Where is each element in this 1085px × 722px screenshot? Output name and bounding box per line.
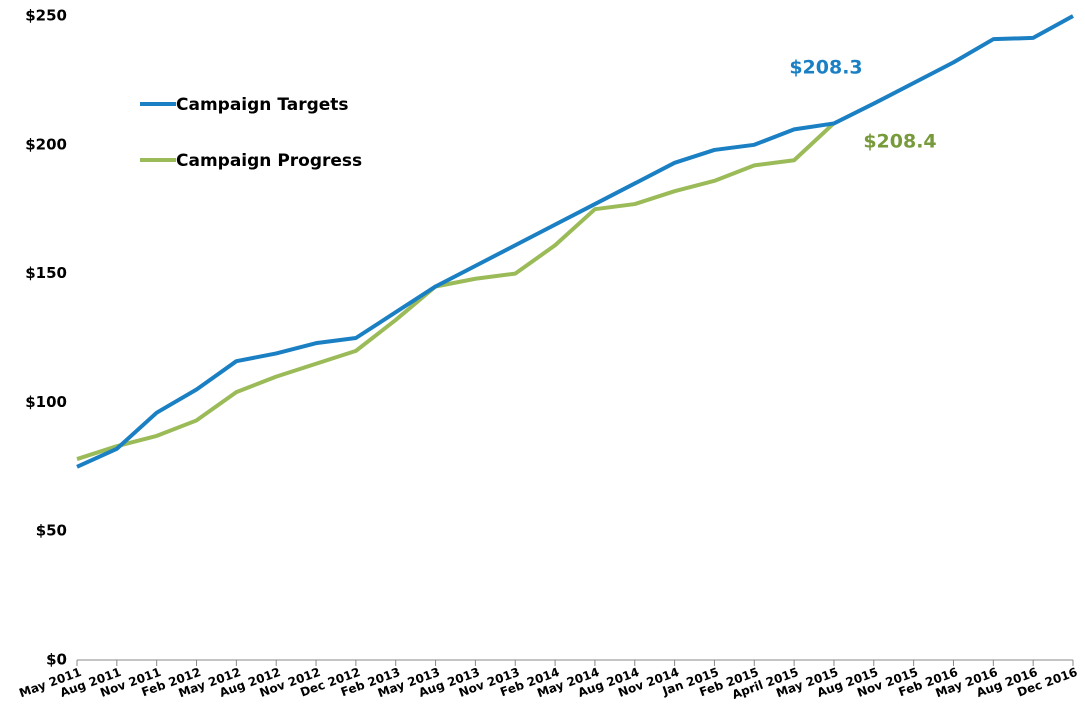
legend-label: Campaign Progress	[176, 151, 362, 171]
series-line	[76, 14, 1074, 469]
y-tick-label: $200	[25, 135, 67, 153]
y-tick-label: $150	[25, 264, 67, 282]
series-line	[76, 121, 836, 461]
y-tick-label: $50	[36, 522, 67, 540]
legend-label: Campaign Targets	[176, 95, 349, 115]
annotation: $208.4	[863, 131, 936, 153]
y-tick-label: $0	[46, 651, 67, 669]
annotation: $208.3	[789, 57, 862, 79]
y-tick-label: $250	[25, 7, 67, 25]
y-tick-label: $100	[25, 393, 67, 411]
